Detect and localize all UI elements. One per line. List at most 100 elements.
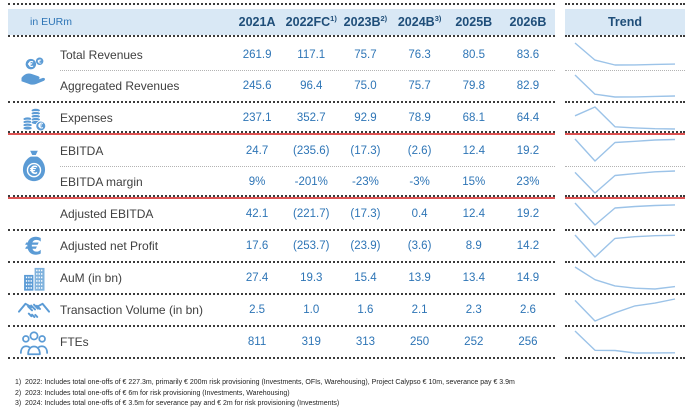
value-cell: (17.3) [350,144,381,157]
value-cell: 64.4 [516,112,540,124]
value-cell: 0.4 [411,208,428,220]
value-cell: 13.4 [462,272,485,284]
row-icon-cell [8,295,60,325]
row-content: EBITDA 24.7 (235.6) (17.3) (2.6) 12.4 19.2 [60,135,555,167]
row-content: Adjusted net Profit 17.6 (253.7) (23.9) (3.6… [60,231,555,261]
value-cell: 1.0 [303,304,320,316]
row-label: EBITDA margin [60,175,143,189]
value-cell: 12.4 [462,144,485,157]
value-cell: 117.1 [297,48,326,61]
row-label: Adjusted EBITDA [60,207,154,221]
value-cell: 78.9 [408,112,431,124]
footnotes: 1) 2022: Includes total one-offs of € 227… [8,378,685,410]
table-row: Adjusted EBITDA 42.1 (221.7) (17.3) 0.4 12.4 1… [8,199,555,231]
value-cell: 24.7 [245,144,269,157]
value-cell: 237.1 [242,112,272,124]
buildings-icon [20,265,48,293]
svg-text:€: € [37,122,43,131]
value-cell: 15% [462,176,486,188]
footnote-line: 1) 2022: Includes total one-offs of € 227… [8,378,685,389]
value-cell: 1.6 [357,304,374,316]
value-cell: 19.2 [516,144,540,157]
column-header-2025b: 2025B [455,15,493,29]
value-cell: 83.6 [516,48,540,61]
table-row: AuM (in bn) 27.4 19.3 15.4 13.9 13.4 14.9 [8,263,555,295]
coin-stacks-icon: € [19,105,49,133]
row-content: Adjusted EBITDA 42.1 (221.7) (17.3) 0.4 12.4 1… [60,199,555,229]
value-cell: 80.5 [462,48,485,61]
table-rows: € € Total Revenues 261.9 117.1 75.7 76.3 80.5… [8,39,555,359]
euro-icon: € [22,233,46,261]
table-area: in EURm 2021A 2022FC1) 2023B2) 2024B3) 2025B… [8,3,685,359]
footnote-number: 2) [15,389,22,397]
value-cell: 96.4 [300,80,323,92]
value-cell: 14.9 [516,272,540,284]
footnote-line: 3) 2024: Includes total one-offs of € 3.5… [8,399,685,410]
trend-sparkline [565,327,685,359]
row-label: FTEs [60,335,89,349]
trend-header: Trend [565,9,685,35]
trend-sparkline [565,199,685,231]
hand-coins-icon: € € [18,56,50,86]
value-cell: (2.6) [407,144,432,157]
value-cell: 13.9 [408,272,431,284]
value-cell: (253.7) [293,240,330,252]
column-header-2022fc: 2022FC1) [285,14,337,30]
footnote-ref: 3) [434,14,442,24]
footnote-text: 2022: Includes total one-offs of € 227.3… [25,379,515,386]
row-label: EBITDA [60,143,104,158]
table-top-border [8,3,555,5]
value-cell: (3.6) [407,240,432,252]
row-icon-cell: € [8,231,60,261]
people-group-icon [19,330,49,357]
row-label: Total Revenues [60,47,143,62]
value-cell: 75.0 [354,80,377,92]
column-header-2023b: 2023B2) [343,14,388,30]
svg-text:€: € [25,233,43,261]
trend-cells [565,39,685,359]
svg-text:€: € [27,59,34,69]
footnote-number: 1) [15,379,22,386]
value-cell: 261.9 [242,48,272,61]
trend-sparkline [565,71,685,103]
value-cell: 245.6 [242,80,272,92]
value-cell: 19.3 [300,272,323,284]
table-row: € EBITDA 24.7 (235.6) (17.3) (2.6) 12.4 19.2 [8,135,555,182]
row-content: EBITDA margin 9% -201% -23% -3% 15% 23% [60,167,555,197]
value-cell: 75.7 [354,48,377,61]
value-cell: 12.4 [462,208,485,220]
value-cell: 23% [516,176,540,188]
row-content: Total Revenues 261.9 117.1 75.7 76.3 80.5 83.6 [60,39,555,71]
column-header-2024b: 2024B3) [397,14,442,30]
row-label: Aggregated Revenues [60,79,180,93]
trend-sparkline [565,167,685,199]
value-cell: 76.3 [408,48,431,61]
value-cell: 2.5 [249,304,266,316]
header-divider [8,35,555,37]
value-cell: 313 [355,336,376,348]
value-cell: -23% [352,176,379,188]
trend-sparkline [565,231,685,263]
table-row: Aggregated Revenues 245.6 96.4 75.0 75.7 79.8… [8,71,555,103]
value-cell: 68.1 [462,112,485,124]
main-table: in EURm 2021A 2022FC1) 2023B2) 2024B3) 2025B… [8,3,555,359]
value-cell: -3% [409,176,430,188]
row-label: Transaction Volume (in bn) [60,303,203,317]
footnote-ref: 1) [330,14,337,24]
row-content: Transaction Volume (in bn) 2.5 1.0 1.6 2.1 2.… [60,295,555,325]
footnote-text: 2024: Includes total one-offs of € 3.5m … [25,400,340,407]
value-cell: 256 [518,336,538,348]
svg-text:€: € [37,60,42,66]
value-cell: 9% [248,176,266,188]
value-cell: 352.7 [296,112,326,124]
row-label: Expenses [60,111,113,125]
table-row: € Adjusted net Profit 17.6 (253.7) (23.9) (3… [8,231,555,263]
year-columns: 2021A 2022FC1) 2023B2) 2024B3) 2025B 2026B [230,9,555,35]
value-cell: 2.6 [519,304,536,316]
row-icon-cell [8,199,60,229]
value-cell: 14.2 [516,240,540,252]
trend-column: Trend [565,3,685,359]
value-cell: (221.7) [293,208,330,220]
table-row: FTEs 811 319 313 250 252 256 [8,327,555,359]
